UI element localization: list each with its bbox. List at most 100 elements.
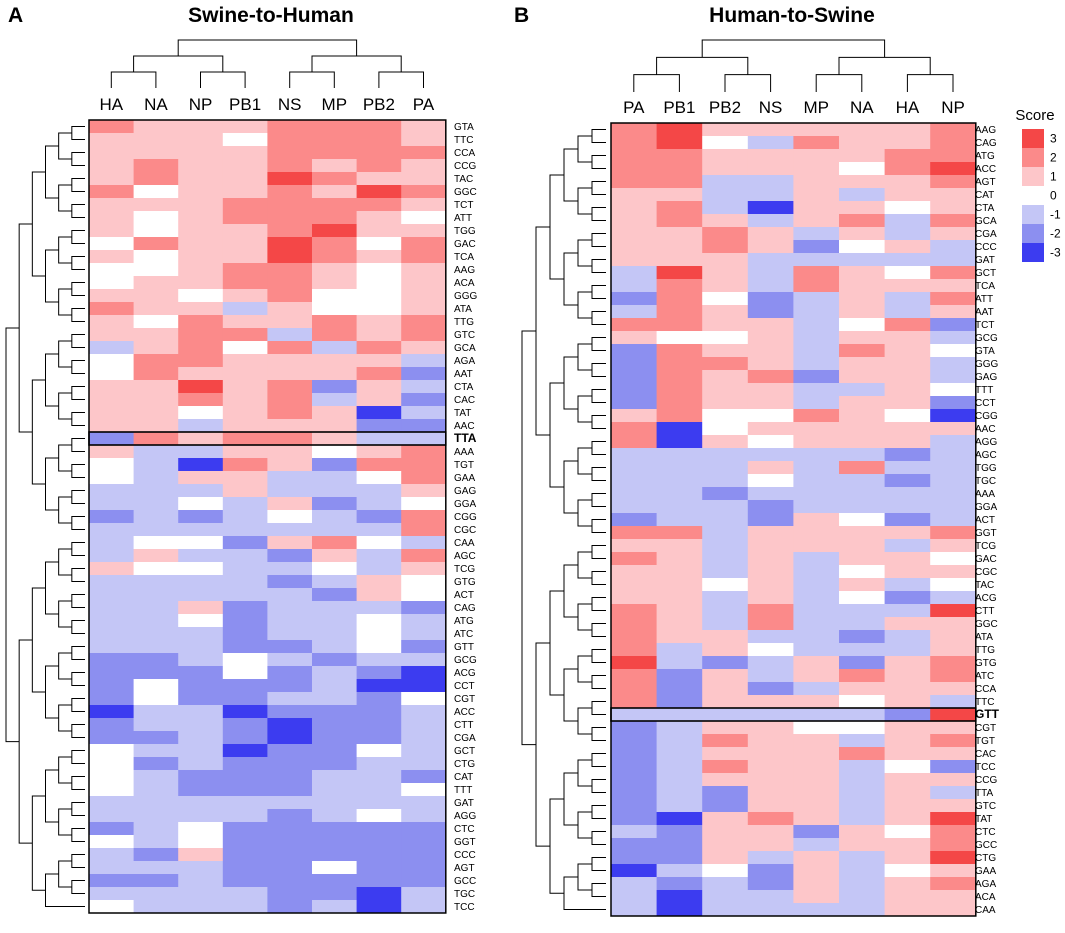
heatmap-cell xyxy=(839,331,885,345)
heatmap-cell xyxy=(747,383,794,397)
heatmap-cell xyxy=(312,796,357,810)
heatmap-cell xyxy=(133,666,179,680)
dendrogram-branch xyxy=(591,311,606,325)
heatmap-cell xyxy=(747,838,794,852)
dendrogram-branch xyxy=(577,551,592,579)
heatmap-cell xyxy=(611,708,657,722)
heatmap-cell xyxy=(793,370,840,384)
panel-b-human-to-swine: B Human-to-Swine PA PB1 PB2 NS MP NA HA NP AAG CA… xyxy=(514,4,1000,917)
heatmap-cell xyxy=(267,796,313,810)
heatmap-cell xyxy=(702,669,749,683)
heatmap-cell xyxy=(312,653,357,667)
heatmap-cell xyxy=(267,263,313,277)
heatmap-cell xyxy=(611,630,657,644)
dendrogram-branch xyxy=(71,854,85,868)
heatmap-cell xyxy=(401,133,447,147)
dendrogram-branch xyxy=(31,587,46,693)
heatmap-cell xyxy=(178,783,224,797)
heatmap-cell xyxy=(839,383,885,397)
heatmap-cell xyxy=(884,240,931,254)
heatmap-cell xyxy=(267,341,313,355)
heatmap-cell xyxy=(793,188,840,202)
heatmap-cell xyxy=(222,120,268,134)
heatmap-cell xyxy=(884,747,931,761)
row-label: CCA xyxy=(454,148,475,159)
heatmap-cell xyxy=(401,185,447,199)
dendrogram-branch xyxy=(71,152,85,166)
row-label: AAT xyxy=(975,307,994,318)
heatmap-cell xyxy=(133,276,179,290)
heatmap-cell xyxy=(312,718,357,732)
heatmap-cell xyxy=(611,643,657,657)
row-label: GCT xyxy=(454,746,475,757)
heatmap-cell xyxy=(267,302,313,316)
heatmap-cell xyxy=(401,237,447,251)
heatmap-cell xyxy=(930,344,977,358)
heatmap-cell xyxy=(222,653,268,667)
row-label: AGT xyxy=(454,863,475,874)
column-label: NP xyxy=(941,98,965,117)
heatmap-cell xyxy=(839,799,885,813)
heatmap-cell xyxy=(793,201,840,215)
heatmap-cell xyxy=(356,224,402,238)
heatmap-cell xyxy=(839,487,885,501)
heatmap-cell xyxy=(222,562,268,576)
heatmap-cell xyxy=(401,887,447,901)
heatmap-cell xyxy=(611,786,657,800)
heatmap-cell xyxy=(401,809,447,823)
heatmap-cell xyxy=(178,120,224,134)
heatmap-cell xyxy=(793,877,840,891)
dendrogram-branch xyxy=(591,649,606,663)
heatmap-cell xyxy=(611,149,657,163)
dendrogram-branch xyxy=(45,665,59,719)
heatmap-cell xyxy=(89,393,134,407)
heatmap-cell xyxy=(356,692,402,706)
heatmap-cell xyxy=(356,367,402,381)
heatmap-cell xyxy=(930,162,977,176)
heatmap-cell xyxy=(178,848,224,862)
heatmap-cell xyxy=(839,396,885,410)
heatmap-cell xyxy=(747,799,794,813)
heatmap-cell xyxy=(222,835,268,849)
heatmap-cell xyxy=(401,640,447,654)
heatmap-cell xyxy=(793,331,840,345)
row-label: GCC xyxy=(454,876,476,887)
row-label: ACT xyxy=(975,515,995,526)
row-label: CAG xyxy=(454,603,476,614)
dendrogram-branch xyxy=(71,750,85,764)
heatmap-cell xyxy=(89,250,134,264)
row-label: GTA xyxy=(975,346,995,357)
dendrogram-branch xyxy=(71,490,85,504)
row-label: CTA xyxy=(975,203,995,214)
heatmap-cell xyxy=(702,851,749,865)
heatmap-cell xyxy=(356,653,402,667)
heatmap-cell xyxy=(356,289,402,303)
row-label: CTG xyxy=(454,759,475,770)
dendrogram-branch xyxy=(591,675,606,689)
heatmap-cell xyxy=(312,588,357,602)
heatmap-cell xyxy=(133,211,179,225)
dendrogram-branch xyxy=(200,71,246,88)
heatmap-cell xyxy=(656,305,703,319)
heatmap-cell xyxy=(356,406,402,420)
heatmap-cell xyxy=(178,224,224,238)
dendrogram-branch xyxy=(45,249,59,303)
heatmap-cell xyxy=(133,393,179,407)
heatmap-cell xyxy=(178,679,224,693)
heatmap-cell xyxy=(401,354,447,368)
heatmap-cell xyxy=(356,380,402,394)
heatmap-cell xyxy=(793,240,840,254)
heatmap-cell xyxy=(884,396,931,410)
heatmap-cell xyxy=(793,214,840,228)
heatmap-cell xyxy=(747,708,794,722)
heatmap-cell xyxy=(702,305,749,319)
heatmap-cell xyxy=(839,617,885,631)
heatmap-cell xyxy=(839,162,885,176)
heatmap-cell xyxy=(884,422,931,436)
heatmap-cell xyxy=(267,471,313,485)
heatmap-cell xyxy=(133,809,179,823)
row-label: CGC xyxy=(454,525,476,536)
heatmap-cell xyxy=(89,835,134,849)
heatmap-cell xyxy=(747,552,794,566)
heatmap-cell xyxy=(839,500,885,514)
